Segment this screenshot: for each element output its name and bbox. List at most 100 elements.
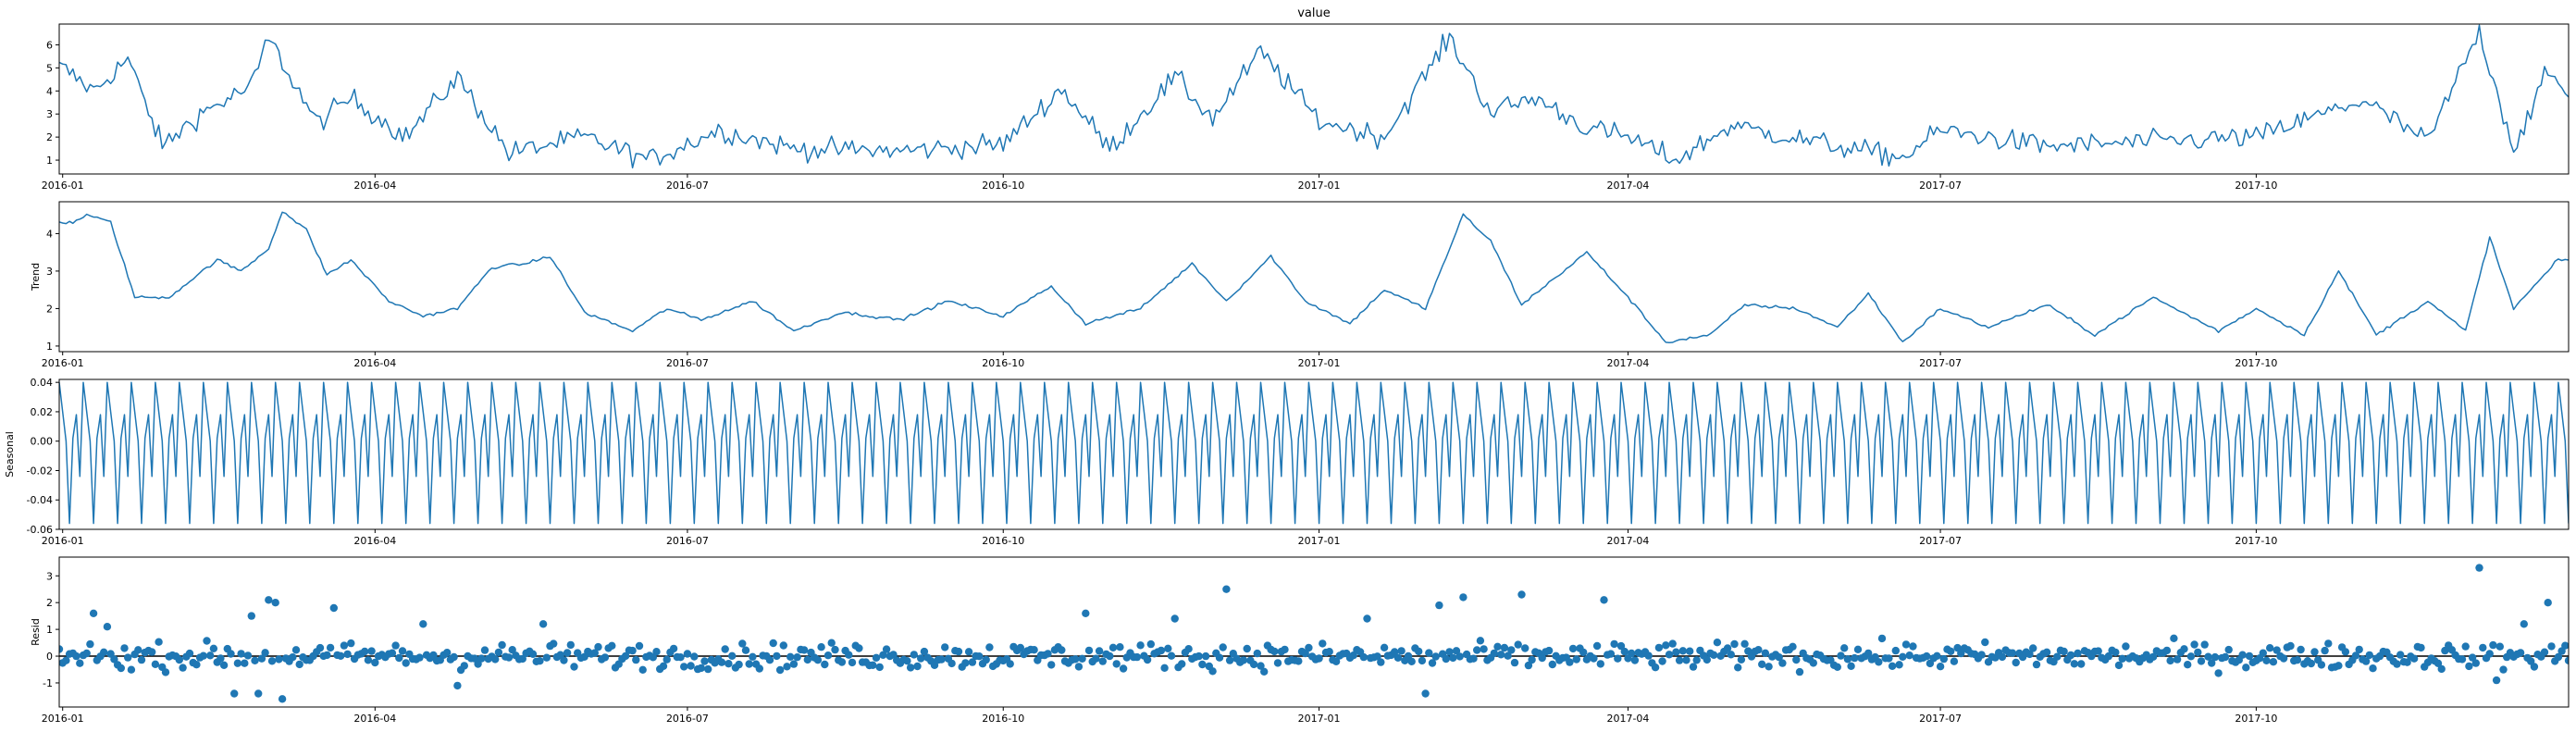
resid-point: [2211, 652, 2220, 662]
resid-point: [2547, 642, 2556, 651]
panel-seasonal: -0.06 -0.04 -0.02 0.00 0.02 0.04 2016-01 2016-0…: [4, 377, 2570, 547]
seasonal-xtick-label: 2017-01: [1298, 535, 1341, 547]
resid-point: [278, 695, 287, 703]
resid-point: [2238, 651, 2247, 659]
resid-point: [110, 655, 118, 664]
resid-point: [206, 651, 215, 660]
resid-point: [1442, 654, 1451, 664]
resid-point: [343, 650, 352, 659]
resid-point: [364, 656, 373, 664]
resid-point: [1899, 652, 1907, 661]
resid-point: [2112, 648, 2120, 657]
resid-point: [2029, 644, 2037, 652]
resid-point: [251, 656, 259, 664]
resid-point: [1397, 647, 1406, 655]
resid-point: [2409, 654, 2419, 663]
chart-title: value: [1297, 6, 1331, 20]
trend-xtick-label: 2016-04: [353, 357, 396, 369]
panel-observed: 1 2 3 4 5 6 2016-01 2016-04 2016-07 2016-10 2017-0…: [42, 23, 2570, 192]
resid-point: [632, 655, 640, 664]
resid-point: [2475, 564, 2483, 572]
resid-xtick-label: 2017-01: [1298, 713, 1341, 725]
resid-point: [1765, 663, 1773, 671]
resid-point: [2208, 659, 2216, 667]
resid-point: [367, 647, 376, 655]
resid-point: [1795, 667, 1804, 676]
resid-ytick-label: -1: [43, 677, 53, 689]
resid-point: [291, 646, 301, 654]
resid-point: [1047, 661, 1056, 669]
resid-point: [831, 645, 839, 654]
resid-point: [683, 650, 692, 658]
resid-point: [2066, 651, 2075, 660]
resid-point: [1758, 660, 1766, 668]
resid-point: [659, 662, 668, 670]
resid-axes-frame: [58, 556, 2570, 708]
resid-point: [1723, 644, 1732, 652]
resid-point: [676, 653, 685, 662]
resid-point: [789, 660, 799, 668]
resid-point: [72, 651, 80, 661]
resid-point: [2544, 599, 2552, 607]
resid-point: [2060, 647, 2068, 656]
resid-point: [1730, 639, 1739, 649]
resid-point: [724, 660, 733, 668]
resid-point: [2224, 645, 2233, 654]
resid-point: [1977, 651, 1986, 659]
resid-point: [2489, 640, 2497, 650]
resid-point: [721, 645, 729, 653]
resid-point: [749, 652, 757, 661]
resid-point: [1030, 646, 1038, 654]
resid-point: [2214, 669, 2223, 677]
resid-point: [2118, 654, 2126, 663]
resid-point: [875, 663, 884, 672]
resid-point: [869, 661, 877, 669]
resid-point: [337, 651, 345, 660]
resid-point: [2204, 652, 2212, 661]
resid-point: [824, 651, 833, 660]
resid-point: [1877, 634, 1887, 643]
resid-point: [539, 620, 548, 628]
resid-point: [2417, 643, 2425, 652]
resid-point: [621, 651, 630, 661]
resid-point: [2008, 649, 2017, 657]
resid-point: [1692, 656, 1701, 664]
resid-point: [2307, 659, 2315, 668]
resid-point: [59, 645, 64, 653]
resid-xtick-label: 2016-07: [666, 713, 709, 725]
resid-point: [803, 655, 811, 664]
resid-point: [1170, 614, 1179, 623]
resid-point: [1675, 656, 1684, 664]
resid-point: [2561, 641, 2569, 650]
resid-point: [769, 639, 777, 648]
resid-point: [1665, 651, 1674, 659]
resid-point: [2221, 652, 2230, 662]
resid-point: [62, 656, 70, 664]
resid-point: [697, 664, 705, 673]
resid-point: [209, 644, 218, 652]
resid-point: [1249, 660, 1258, 669]
panel-resid: -1 0 1 2 3 2016-01 2016-04 2016-07 2016-10 2017-0…: [30, 556, 2570, 725]
resid-point: [316, 643, 325, 652]
resid-xtick-label: 2017-10: [2235, 713, 2277, 725]
resid-point: [134, 646, 142, 654]
resid-point: [1349, 651, 1357, 660]
resid-point: [1662, 641, 1670, 650]
resid-point: [1610, 639, 1618, 649]
resid-point: [2190, 640, 2198, 649]
resid-point: [82, 649, 91, 658]
seasonal-xtick-label: 2016-10: [982, 535, 1024, 547]
resid-point: [2365, 651, 2373, 660]
resid-point: [2186, 652, 2196, 661]
resid-point: [786, 652, 795, 661]
resid-point: [2492, 676, 2501, 685]
resid-point: [289, 653, 297, 662]
resid-point: [913, 662, 922, 671]
resid-point: [179, 664, 187, 672]
resid-point: [175, 655, 183, 664]
resid-point: [2266, 644, 2274, 652]
resid-point: [1331, 657, 1341, 665]
resid-point: [2297, 645, 2305, 654]
resid-point: [775, 665, 785, 675]
panels-layer: 1 2 3 4 5 6 2016-01 2016-04 2016-07 2016-10 2017-0…: [4, 23, 2570, 725]
